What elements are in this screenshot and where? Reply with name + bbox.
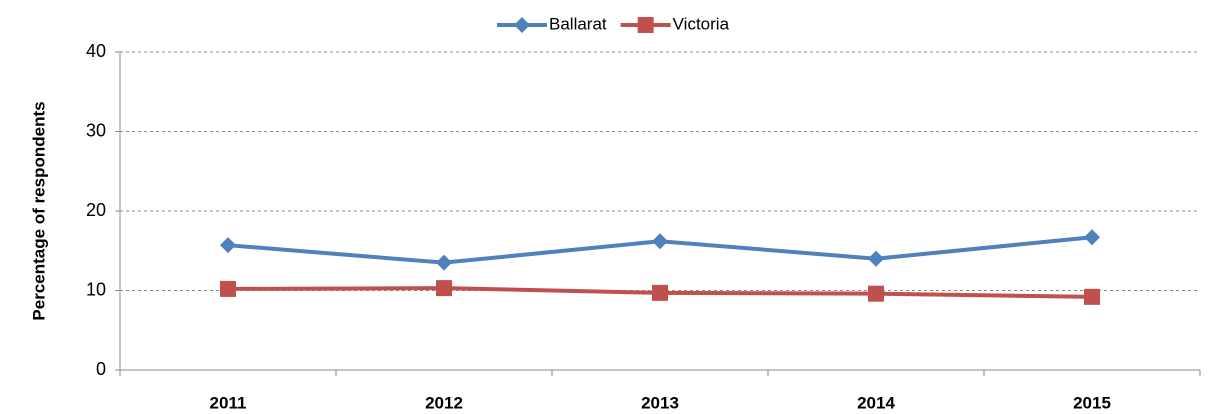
data-point <box>436 280 452 297</box>
x-tick-label: 2015 <box>1073 393 1111 412</box>
data-point <box>868 285 884 302</box>
x-tick-label: 2011 <box>210 393 247 412</box>
y-tick-label: 40 <box>86 41 106 61</box>
data-point <box>652 233 668 250</box>
data-point <box>652 284 668 301</box>
y-tick-label: 20 <box>86 200 106 220</box>
data-point <box>436 254 452 271</box>
x-tick-label: 2013 <box>641 393 679 412</box>
data-point <box>868 250 884 267</box>
y-axis-label: Percentage of respondents <box>29 101 48 320</box>
y-tick-label: 0 <box>96 359 106 379</box>
data-point <box>1084 229 1100 246</box>
data-point <box>220 237 236 254</box>
y-tick-label: 10 <box>86 279 106 299</box>
data-point <box>1084 288 1100 305</box>
x-tick-label: 2014 <box>857 393 895 412</box>
legend-marker <box>637 17 654 33</box>
legend-label: Victoria <box>673 14 730 33</box>
x-tick-label: 2012 <box>425 393 463 412</box>
data-point <box>220 280 236 297</box>
legend-label: Ballarat <box>549 14 607 33</box>
y-tick-label: 30 <box>86 120 106 140</box>
legend-marker <box>514 17 530 33</box>
